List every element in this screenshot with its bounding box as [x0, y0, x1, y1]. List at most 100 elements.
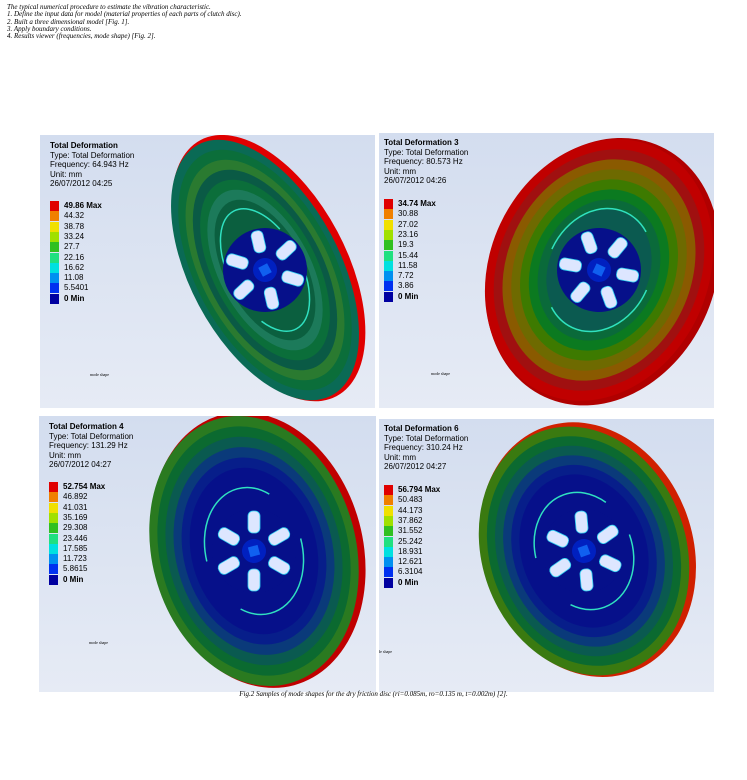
disc-part [616, 267, 640, 283]
legend-swatch [384, 485, 393, 495]
panel-title: Total Deformation 6 [384, 424, 459, 433]
intro-line: The typical numerical procedure to estim… [7, 3, 211, 11]
legend-swatch [49, 564, 58, 575]
intro-line: 3. Apply boundary conditions. [7, 24, 92, 33]
disc-part [599, 554, 622, 573]
legend-swatch [50, 221, 59, 232]
legend-label: 49.86 Max [64, 201, 102, 210]
intro-line: 4. Results viewer (frequencies, mode sha… [7, 32, 156, 41]
panel-unit: Unit: mm [384, 166, 416, 176]
legend-swatch [384, 250, 393, 261]
legend-label: 22.16 [64, 252, 85, 262]
legend-swatch [50, 211, 59, 222]
legend-swatch [50, 283, 59, 294]
panel-frequency: Frequency: 131.29 Hz [49, 441, 128, 450]
mode-shape-note: mode shape [90, 372, 109, 377]
panel-type: Type: Total Deformation [49, 431, 134, 441]
mode-shape-plot [478, 422, 696, 677]
title-row: Total Deformation 4 [49, 422, 133, 432]
legend-swatch [50, 252, 59, 263]
legend-swatch [384, 557, 393, 568]
disc-part [592, 263, 606, 277]
disc-part [574, 510, 589, 534]
disc-part [217, 527, 240, 546]
legend-label: 18.931 [398, 546, 423, 556]
legend-swatch [49, 533, 58, 544]
legend-label: 0 Min [398, 577, 419, 587]
disc-part [596, 524, 619, 545]
disc-part [484, 137, 714, 406]
legend-swatch [384, 567, 393, 578]
disc-part [217, 556, 240, 575]
caption: Fig.2 Samples of mode shapes for the dry… [239, 690, 508, 698]
legend-label: 3.86 [398, 281, 414, 291]
legend-swatch [384, 546, 393, 557]
legend-label: 6.3104 [398, 567, 423, 577]
legend-label: 16.62 [64, 262, 85, 272]
panel-date: 26/07/2012 04:26 [384, 176, 447, 185]
disc-part [268, 556, 291, 575]
intro: The typical numerical procedure to estim… [7, 3, 242, 41]
disc-part [225, 253, 249, 270]
legend-swatch [384, 536, 393, 547]
legend-swatch [384, 291, 393, 302]
disc-part [247, 568, 261, 592]
mode-shape-note: mode shape [379, 649, 392, 654]
legend-swatch [384, 219, 393, 230]
disc-part [247, 544, 261, 558]
legend-label: 29.308 [63, 523, 88, 533]
mode-shape-plot [484, 137, 714, 406]
result-panel: Total Deformation 6 Type: Total Deformati… [379, 419, 714, 692]
legend-swatch [50, 231, 59, 242]
legend-label: 44.173 [398, 505, 423, 515]
disc-part [275, 239, 297, 261]
disc-part [549, 557, 572, 578]
result-panel: Total Deformation 4 Type: Total Deformati… [39, 416, 376, 692]
panel-frequency: Frequency: 64.943 Hz [50, 160, 129, 169]
legend-swatch [50, 293, 59, 304]
title-row: Total Deformation [50, 141, 134, 151]
panel-frequency: Frequency: 310.24 Hz [384, 443, 463, 452]
panel-type: Type: Total Deformation [384, 433, 469, 443]
disc-part [579, 568, 594, 592]
legend-swatch [50, 242, 59, 253]
legend-label: 27.02 [398, 219, 419, 229]
disc-part [250, 230, 267, 254]
legend-label: 52.754 Max [63, 482, 106, 491]
legend-label: 11.08 [64, 273, 84, 283]
mode-shape-plot [149, 416, 366, 688]
disc-part [577, 544, 591, 558]
disc-part [268, 527, 291, 546]
legend-label: 7.72 [398, 271, 414, 281]
legend-label: 38.78 [64, 221, 85, 231]
mode-shape-plot [171, 135, 366, 402]
mode-shape-note: mode shape [89, 640, 108, 645]
legend-swatch [384, 526, 393, 537]
legend-swatch [384, 515, 393, 526]
legend-label: 11.723 [63, 554, 87, 564]
panel-type: Type: Total Deformation [384, 147, 469, 157]
legend-swatch [384, 505, 393, 516]
panel-unit: Unit: mm [384, 452, 416, 462]
legend-swatch [49, 554, 58, 565]
legend-swatch [49, 492, 58, 503]
disc-part [258, 263, 272, 277]
disc-part [247, 510, 261, 534]
legend-swatch [384, 577, 393, 588]
legend-swatch [384, 281, 393, 292]
legend-label: 41.031 [63, 502, 88, 512]
legend-swatch [50, 201, 59, 211]
legend-label: 31.552 [398, 526, 423, 536]
disc-part [233, 279, 255, 301]
legend-swatch [384, 209, 393, 220]
legend-label: 50.483 [398, 495, 423, 505]
legend-swatch [49, 543, 58, 554]
disc-part [558, 257, 582, 273]
legend-label: 19.3 [398, 240, 414, 250]
panel-unit: Unit: mm [50, 169, 82, 179]
legend-label: 12.621 [398, 557, 423, 567]
panel-info: Total Deformation Type: Total Deformation… [50, 141, 134, 189]
legend-swatch [50, 273, 59, 284]
legend-label: 37.862 [398, 515, 423, 525]
legend-label: 30.88 [398, 209, 419, 219]
